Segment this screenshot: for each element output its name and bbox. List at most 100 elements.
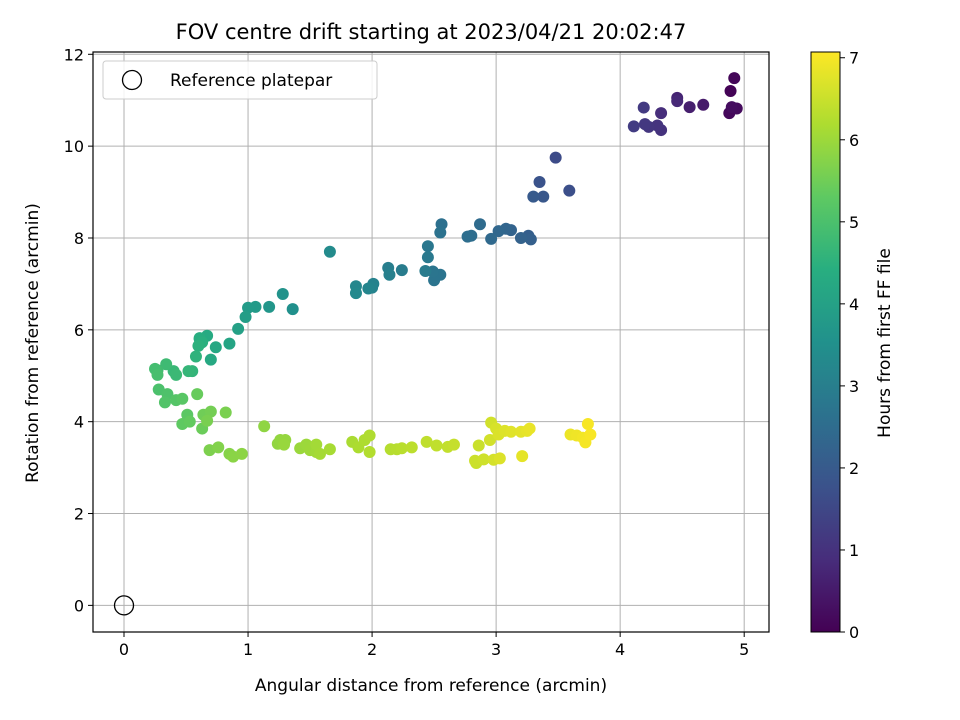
legend-marker <box>121 69 143 91</box>
data-point <box>219 406 232 419</box>
colorbar-label: Hours from first FF file <box>875 248 895 438</box>
x-tick-label: 5 <box>739 640 749 659</box>
data-point <box>158 396 171 409</box>
colorbar-tick-label: 3 <box>849 377 859 396</box>
data-point <box>637 101 650 114</box>
data-point <box>584 428 597 441</box>
data-point <box>516 450 529 463</box>
data-point <box>362 282 375 295</box>
data-point <box>313 447 326 460</box>
legend: Reference platepar <box>102 60 378 100</box>
data-point <box>212 441 225 454</box>
data-point <box>477 453 490 466</box>
data-point <box>419 265 432 278</box>
colorbar-tick-label: 6 <box>849 131 859 150</box>
data-point <box>697 98 710 111</box>
colorbar-tick-label: 1 <box>849 541 859 560</box>
data-point <box>204 405 217 418</box>
data-point <box>485 232 498 245</box>
data-point <box>472 439 485 452</box>
data-point <box>581 417 594 430</box>
x-tick-label: 3 <box>491 640 501 659</box>
colorbar-bar <box>810 51 841 633</box>
data-point <box>421 240 434 253</box>
reference-platepar-marker <box>113 595 135 616</box>
data-point <box>278 438 291 451</box>
data-point <box>201 414 214 427</box>
data-point <box>192 339 205 352</box>
data-point <box>191 388 204 401</box>
data-point <box>533 175 546 188</box>
data-point <box>160 358 173 371</box>
data-point <box>286 303 299 316</box>
data-point <box>151 368 164 381</box>
data-point <box>276 288 289 301</box>
data-point <box>523 422 536 435</box>
data-point <box>363 429 376 442</box>
data-point <box>728 72 741 85</box>
data-point <box>724 85 737 98</box>
colorbar-tick-label: 4 <box>849 295 859 314</box>
legend-entry-label: Reference platepar <box>170 71 332 91</box>
data-point <box>204 353 217 366</box>
data-point <box>310 438 323 451</box>
data-point <box>434 226 447 239</box>
data-point <box>170 368 183 381</box>
data-point <box>421 251 434 264</box>
data-point <box>363 445 376 458</box>
data-point <box>420 435 433 448</box>
y-tick-label: 0 <box>74 596 84 615</box>
y-tick-label: 12 <box>64 45 84 64</box>
data-point <box>563 184 576 197</box>
data-point <box>209 341 222 354</box>
colorbar: 0 1 2 3 4 5 6 7 <box>810 49 859 642</box>
data-point <box>655 107 668 120</box>
x-tick-label: 1 <box>243 640 253 659</box>
data-point <box>638 118 651 131</box>
colorbar-tick-label: 2 <box>849 459 859 478</box>
data-point <box>405 441 418 454</box>
data-point <box>223 337 236 350</box>
data-point <box>514 231 527 244</box>
data-point <box>232 322 245 335</box>
data-point <box>683 101 696 114</box>
data-point <box>263 300 276 313</box>
data-point <box>524 233 537 246</box>
chart-title: FOV centre drift starting at 2023/04/21 … <box>176 20 687 44</box>
plot-frame <box>92 51 770 633</box>
data-point <box>395 264 408 277</box>
y-tick-label: 8 <box>74 229 84 248</box>
data-point <box>627 120 640 133</box>
x-axis-label: Angular distance from reference (arcmin) <box>255 676 607 696</box>
data-point <box>183 415 196 428</box>
data-point <box>537 190 550 203</box>
data-point <box>447 438 460 451</box>
data-point <box>527 190 540 203</box>
data-point <box>235 447 248 460</box>
colorbar-tick-label: 5 <box>849 213 859 232</box>
data-point <box>505 425 518 438</box>
data-point <box>176 392 189 405</box>
data-point <box>349 287 362 300</box>
data-point <box>239 310 252 323</box>
data-point <box>473 218 486 231</box>
data-point <box>671 95 684 108</box>
data-point <box>725 101 738 114</box>
colorbar-tick-label: 7 <box>849 49 859 68</box>
data-point <box>492 225 505 238</box>
colorbar-tick-label: 0 <box>849 623 859 642</box>
data-point <box>189 350 202 363</box>
data-point <box>461 230 474 243</box>
legend-box <box>102 60 378 100</box>
y-axis-label: Rotation from reference (arcmin) <box>23 203 43 483</box>
data-point <box>493 452 506 465</box>
data-point <box>182 365 195 378</box>
data-point <box>323 245 336 258</box>
data-point <box>242 301 255 314</box>
data-point <box>430 439 443 452</box>
y-tick-label: 4 <box>74 413 84 432</box>
y-tick-label: 10 <box>64 137 84 156</box>
data-point <box>323 443 336 456</box>
